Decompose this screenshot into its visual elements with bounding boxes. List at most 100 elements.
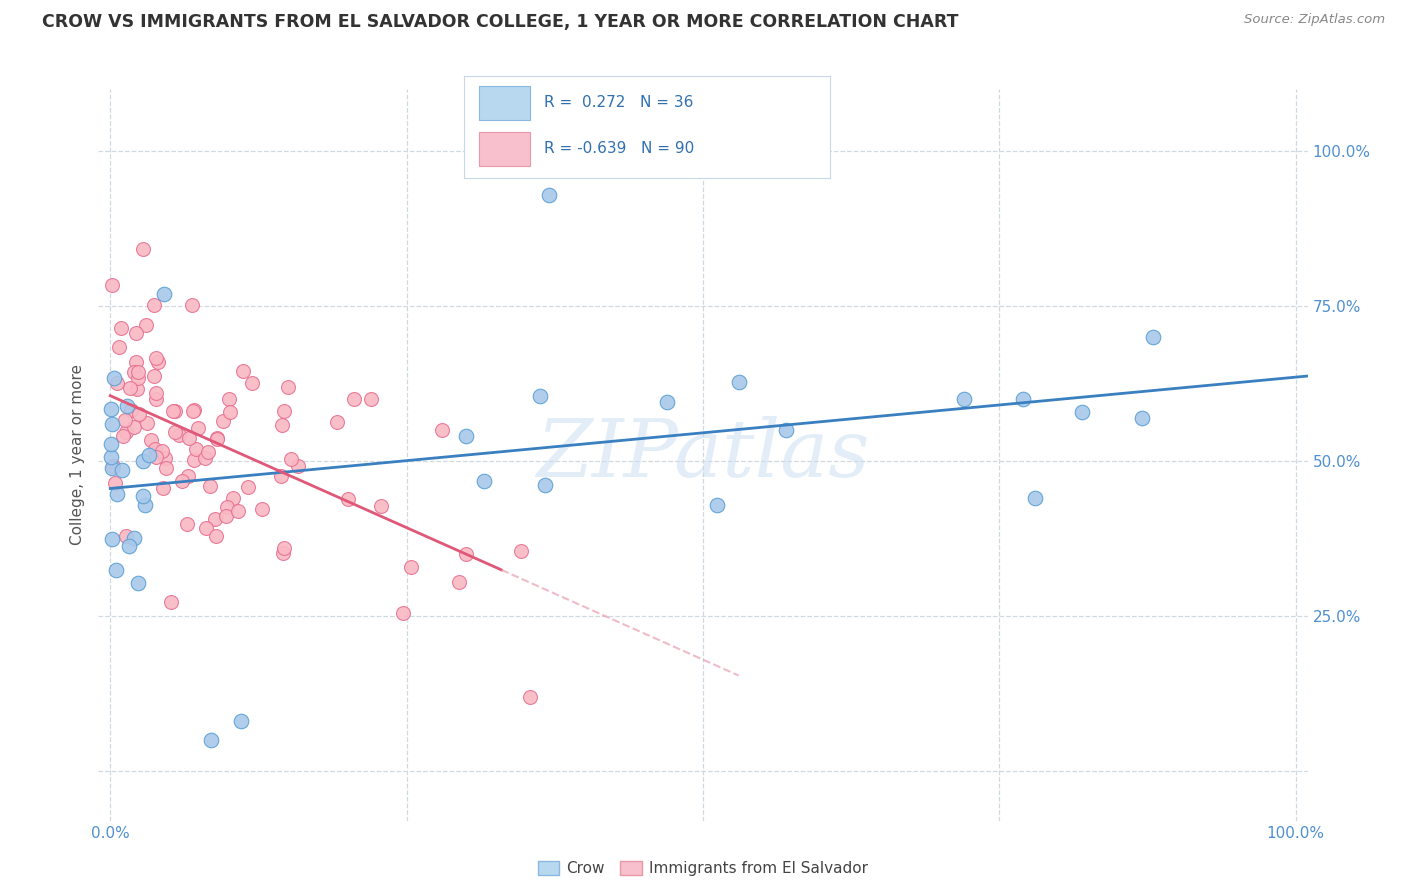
- Point: [127, 575, 149, 590]
- Point: [100, 278, 122, 293]
- Point: [170, 475, 193, 489]
- Point: [100, 437, 122, 451]
- Point: [775, 423, 797, 437]
- Point: [132, 454, 155, 468]
- Point: [152, 444, 174, 458]
- Point: [326, 416, 349, 430]
- Text: CROW VS IMMIGRANTS FROM EL SALVADOR COLLEGE, 1 YEAR OR MORE CORRELATION CHART: CROW VS IMMIGRANTS FROM EL SALVADOR COLL…: [42, 13, 959, 31]
- Point: [132, 489, 155, 503]
- Point: [103, 370, 125, 384]
- Point: [100, 450, 122, 464]
- Point: [132, 242, 155, 256]
- Point: [101, 417, 124, 432]
- Point: [228, 504, 250, 518]
- Point: [107, 340, 129, 354]
- Point: [101, 458, 124, 473]
- Point: [456, 547, 478, 561]
- Point: [218, 392, 240, 406]
- Point: [370, 500, 392, 514]
- Point: [139, 434, 162, 448]
- Point: [240, 376, 263, 391]
- Point: [271, 417, 294, 432]
- Point: [472, 475, 495, 489]
- Point: [128, 407, 150, 421]
- Point: [155, 450, 177, 465]
- Point: [1024, 491, 1046, 506]
- Point: [145, 386, 167, 401]
- Y-axis label: College, 1 year or more: College, 1 year or more: [70, 365, 86, 545]
- Point: [135, 318, 157, 332]
- Point: [101, 461, 124, 475]
- Point: [120, 403, 142, 417]
- Point: [100, 402, 122, 417]
- Text: ZIPatlas: ZIPatlas: [536, 417, 870, 493]
- Point: [200, 733, 222, 747]
- Point: [103, 476, 125, 491]
- Point: [392, 606, 415, 620]
- Point: [105, 564, 128, 578]
- Point: [454, 429, 477, 443]
- Point: [236, 480, 259, 494]
- Point: [142, 369, 165, 384]
- Point: [105, 487, 128, 501]
- Point: [194, 451, 217, 466]
- Point: [537, 187, 560, 202]
- Point: [114, 413, 136, 427]
- Point: [184, 442, 207, 456]
- Point: [1071, 404, 1094, 418]
- Point: [183, 453, 205, 467]
- Point: [432, 423, 454, 437]
- Point: [183, 403, 205, 417]
- Point: [127, 365, 149, 379]
- Point: [152, 286, 174, 301]
- Point: [360, 392, 382, 406]
- Point: [145, 351, 167, 365]
- Point: [519, 690, 541, 704]
- Point: [270, 469, 292, 483]
- Bar: [478, 87, 530, 120]
- Point: [146, 355, 169, 369]
- Point: [177, 468, 200, 483]
- Point: [271, 546, 294, 560]
- Point: [222, 491, 245, 505]
- Point: [105, 376, 128, 390]
- Point: [280, 452, 302, 467]
- Point: [111, 463, 134, 477]
- Point: [143, 442, 166, 456]
- Point: [232, 364, 254, 378]
- Point: [163, 425, 186, 439]
- Point: [277, 380, 299, 394]
- Point: [122, 531, 145, 545]
- Point: [155, 460, 177, 475]
- Point: [342, 392, 364, 407]
- Point: [115, 425, 138, 439]
- Point: [205, 432, 228, 446]
- Point: [509, 543, 531, 558]
- Point: [655, 395, 678, 409]
- Text: R = -0.639   N = 90: R = -0.639 N = 90: [544, 141, 695, 156]
- Point: [219, 404, 242, 418]
- Point: [1142, 330, 1164, 344]
- Point: [250, 502, 273, 516]
- Point: [337, 492, 360, 507]
- Point: [152, 482, 174, 496]
- Point: [127, 371, 149, 385]
- Point: [145, 450, 167, 465]
- Point: [145, 392, 167, 406]
- Point: [138, 448, 160, 462]
- Point: [204, 511, 226, 525]
- Point: [169, 428, 191, 442]
- Point: [187, 421, 209, 435]
- Point: [110, 321, 132, 335]
- Point: [529, 388, 551, 402]
- Point: [122, 365, 145, 379]
- Point: [952, 392, 974, 406]
- Point: [180, 298, 202, 312]
- Point: [287, 459, 309, 474]
- Point: [142, 298, 165, 312]
- Point: [214, 508, 236, 523]
- Point: [111, 429, 134, 443]
- Point: [728, 375, 751, 389]
- Point: [176, 517, 198, 532]
- Point: [211, 414, 233, 428]
